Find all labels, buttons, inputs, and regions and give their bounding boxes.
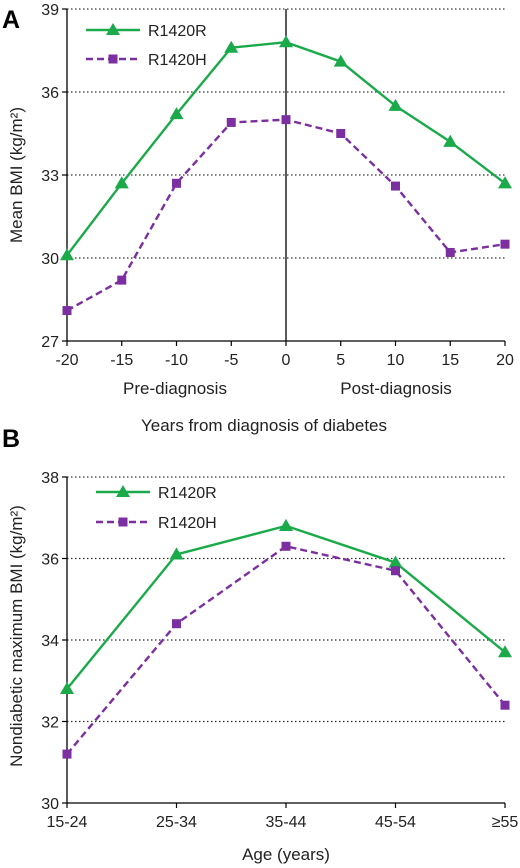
panel-a-region-pre-label: Pre-diagnosis — [123, 379, 227, 398]
panel-b-x-tick-labels: 15-24 25-34 35-44 45-54 ≥55 — [47, 814, 519, 831]
panel-b-axes — [62, 476, 506, 808]
panel-a-y-tick-labels: 27 30 33 36 39 — [41, 2, 59, 351]
x-tick-label: -10 — [165, 352, 188, 369]
data-point-R1420H — [445, 247, 455, 257]
legend-marker-R1420H — [108, 54, 118, 64]
y-tick-label: 36 — [41, 85, 59, 102]
x-tick-label: 15 — [441, 352, 459, 369]
legend-label: R1420H — [158, 515, 217, 532]
data-point-R1420H — [117, 275, 127, 285]
x-tick-label: 15-24 — [47, 814, 88, 831]
y-tick-label: 27 — [41, 334, 59, 351]
data-point-R1420H — [172, 619, 181, 629]
data-point-R1420H — [336, 129, 346, 138]
panel-a-series — [60, 35, 512, 316]
series-line-R1420H — [66, 545, 506, 755]
data-point-R1420H — [62, 749, 72, 759]
x-tick-label: -5 — [224, 352, 238, 369]
legend-label: R1420R — [158, 485, 217, 502]
y-tick-label: 34 — [41, 633, 59, 650]
y-tick-label: 36 — [41, 552, 59, 569]
data-point-R1420R — [169, 547, 184, 560]
data-point-R1420H — [281, 541, 291, 551]
panel-b-y-tick-labels: 30 32 34 36 38 — [41, 470, 59, 813]
data-point-R1420H — [391, 566, 400, 576]
x-tick-label: ≥55 — [492, 814, 519, 831]
legend-marker-R1420H — [118, 517, 128, 527]
x-tick-label: 20 — [496, 352, 514, 369]
data-point-R1420H — [391, 181, 400, 191]
y-tick-label: 30 — [41, 251, 59, 268]
data-point-R1420H — [62, 306, 72, 316]
legend-marker-R1420R — [106, 23, 120, 36]
legend-marker-R1420R — [116, 485, 130, 498]
data-point-R1420R — [388, 98, 403, 111]
panel-a-y-axis-label: Mean BMI (kg/m²) — [7, 107, 26, 243]
legend-label: R1420H — [148, 52, 207, 69]
y-tick-label: 32 — [41, 715, 59, 732]
y-tick-label: 39 — [41, 2, 59, 19]
data-point-R1420H — [281, 115, 291, 125]
data-point-R1420R — [333, 54, 348, 67]
y-tick-label: 30 — [41, 796, 59, 813]
x-tick-label: 10 — [387, 352, 405, 369]
data-point-R1420R — [60, 681, 74, 694]
panel-a-letter: A — [2, 6, 20, 34]
data-point-R1420R — [498, 176, 512, 189]
panel-a-gridlines — [67, 8, 505, 259]
data-point-R1420R — [388, 555, 403, 568]
data-point-R1420R — [224, 40, 239, 53]
data-point-R1420H — [172, 178, 181, 188]
data-point-R1420H — [500, 239, 510, 249]
panel-b-series — [60, 518, 512, 759]
x-tick-label: 35-44 — [266, 814, 307, 831]
panel-b-x-axis-label: Age (years) — [242, 845, 330, 864]
x-tick-label: 25-34 — [156, 814, 197, 831]
data-point-R1420H — [226, 117, 236, 127]
panel-b-letter: B — [2, 425, 20, 453]
data-point-R1420R — [443, 134, 458, 147]
panel-a-region-post-label: Post-diagnosis — [340, 379, 452, 398]
legend-label: R1420R — [148, 23, 207, 40]
panel-b-gridlines — [67, 476, 505, 723]
data-point-R1420R — [279, 35, 293, 48]
data-point-R1420R — [498, 645, 512, 658]
panel-b-legend: R1420R R1420H — [96, 485, 217, 532]
data-point-R1420R — [60, 248, 74, 261]
data-point-R1420R — [169, 107, 184, 120]
panel-a-axes — [62, 8, 506, 346]
x-tick-label: -15 — [110, 352, 133, 369]
x-tick-label: -20 — [55, 352, 78, 369]
y-tick-label: 33 — [41, 168, 59, 185]
panel-b-y-axis-label: Nondiabetic maximum BMI (kg/m²) — [7, 505, 26, 767]
x-tick-label: 0 — [282, 352, 291, 369]
x-tick-label: 5 — [336, 352, 345, 369]
y-tick-label: 38 — [41, 470, 59, 487]
panel-a-x-tick-labels: -20 -15 -10 -5 0 5 10 15 20 — [55, 352, 514, 369]
data-point-R1420H — [500, 700, 510, 710]
panel-a-legend: R1420R R1420H — [86, 23, 207, 69]
panel-a-x-axis-label: Years from diagnosis of diabetes — [141, 416, 387, 435]
data-point-R1420R — [114, 176, 129, 189]
x-tick-label: 45-54 — [375, 814, 416, 831]
data-point-R1420R — [279, 518, 293, 531]
panel-b-chart: B 30 32 34 36 38 15-24 25-34 35-44 45-54 ≥55 R14… — [2, 425, 518, 864]
